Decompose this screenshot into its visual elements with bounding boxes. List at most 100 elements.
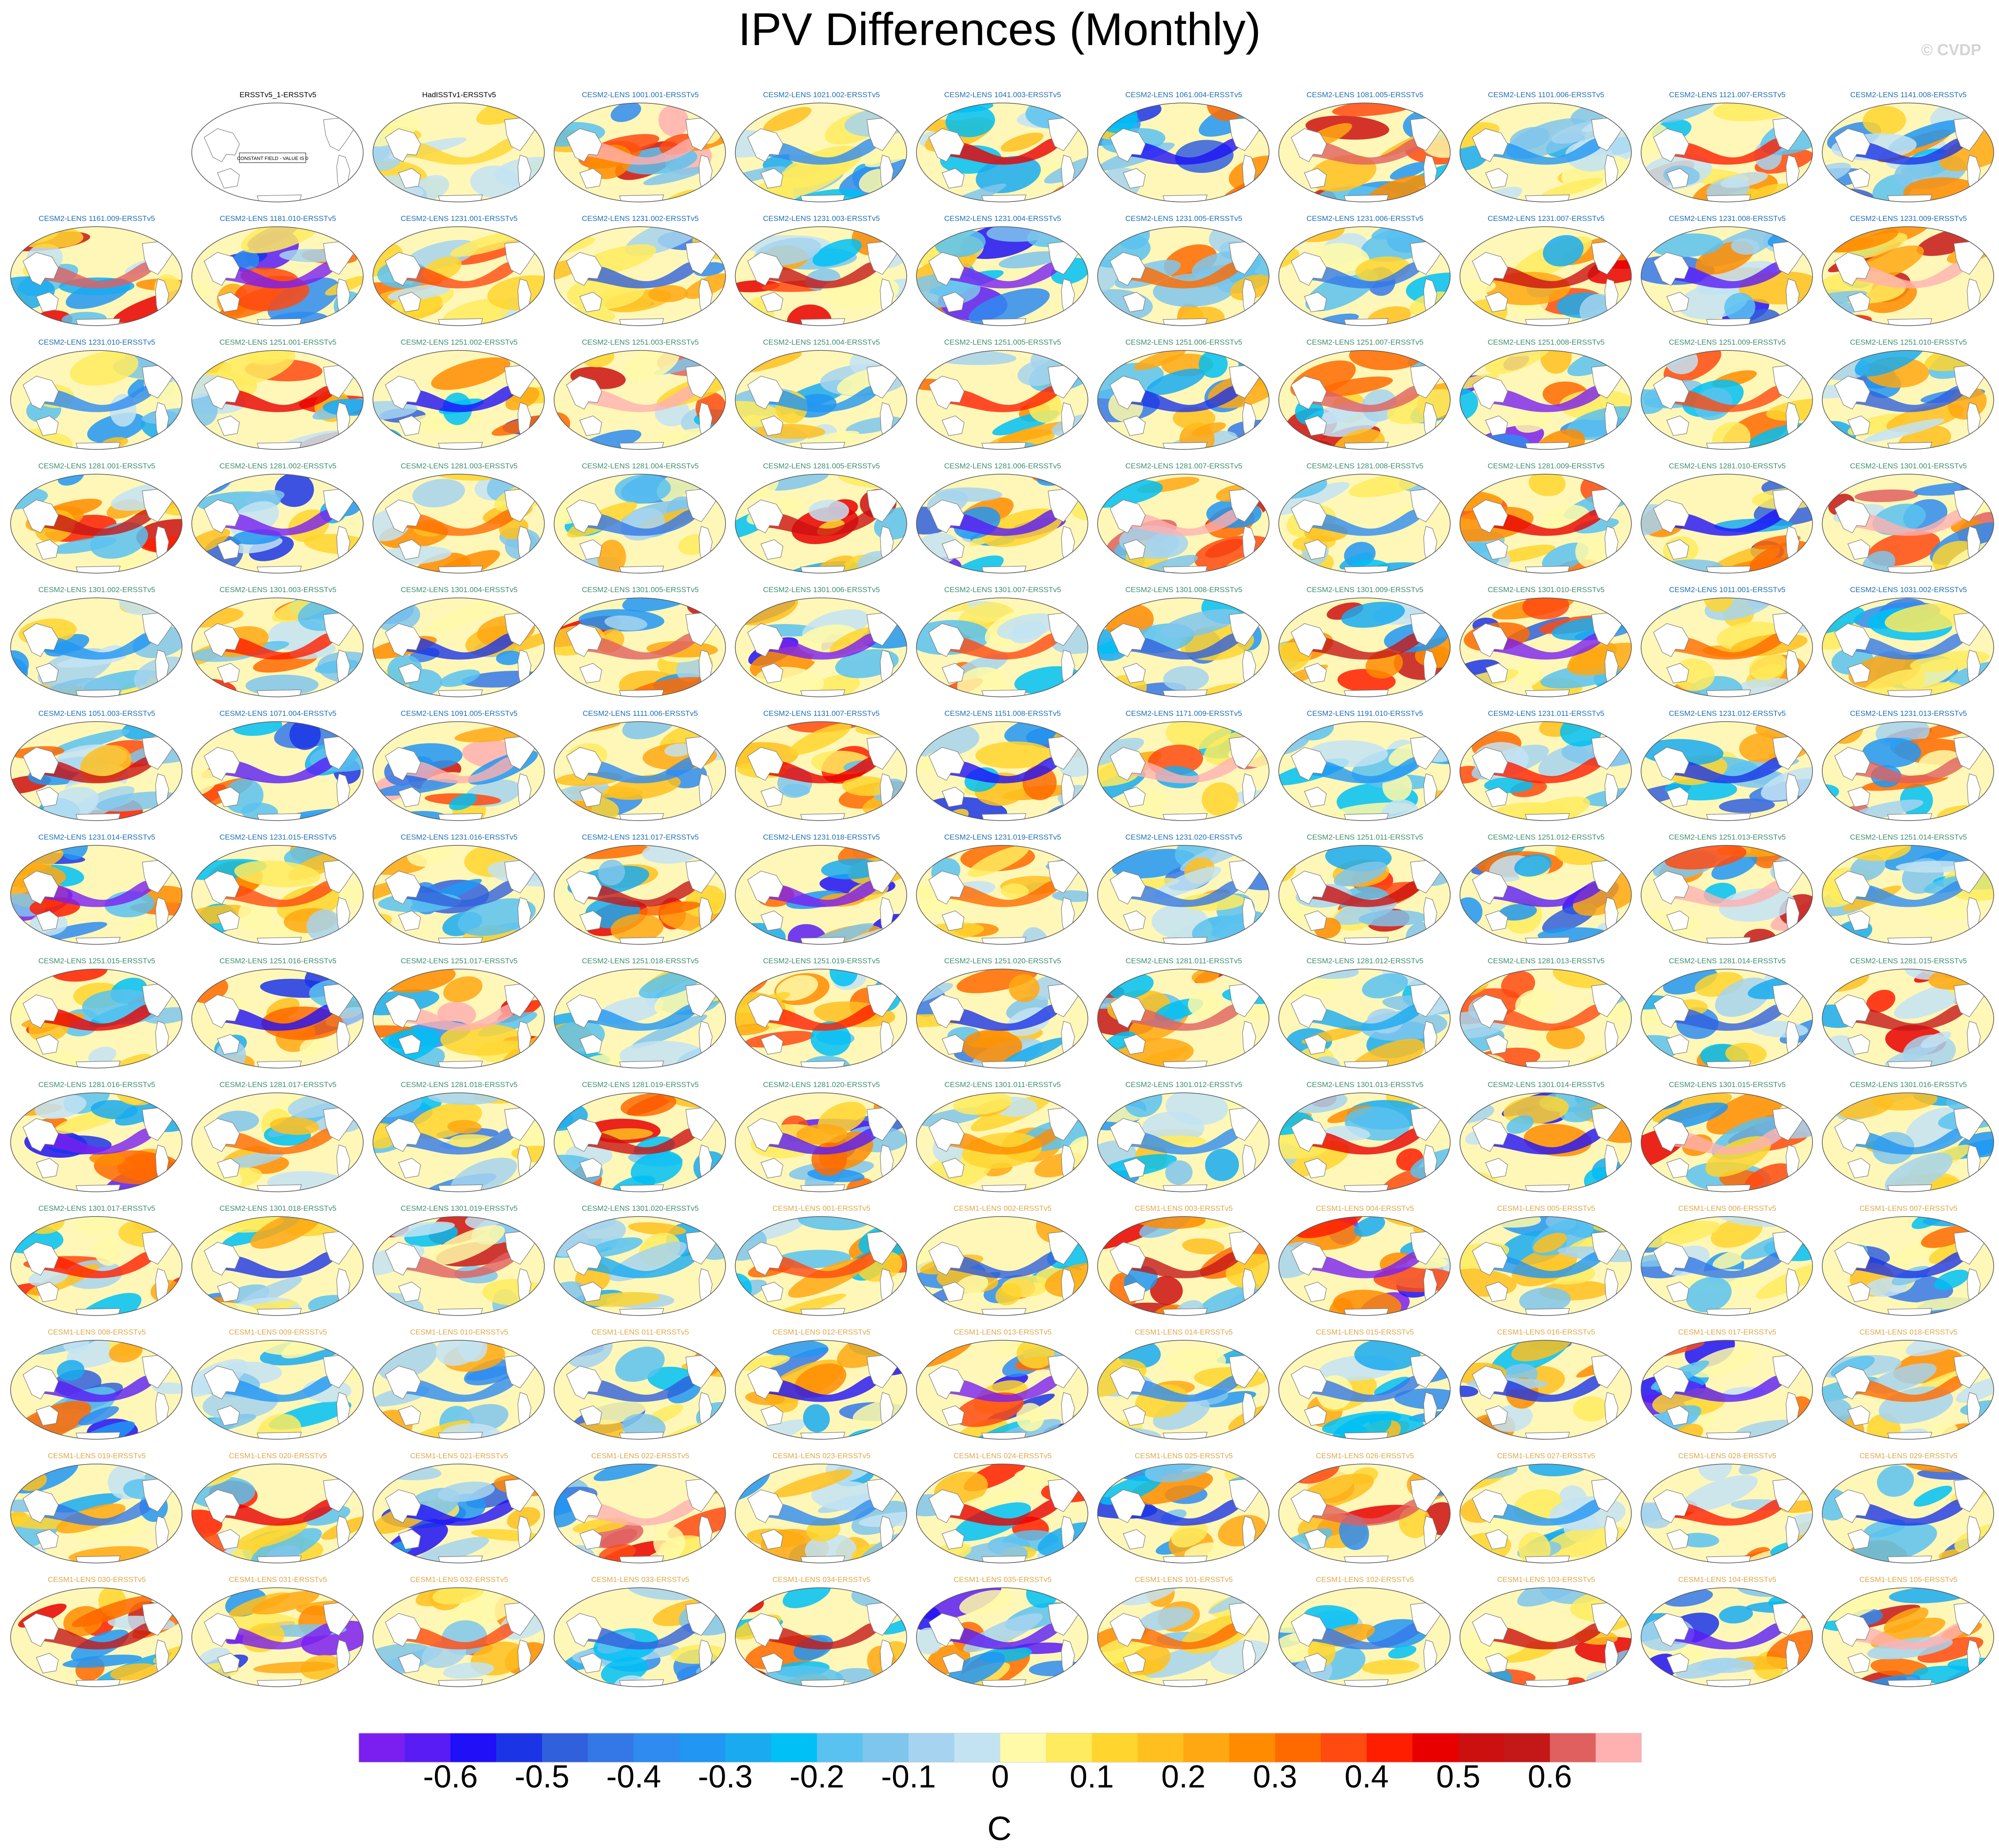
map-panel: CESM1-LENS 009-ERSSTv5 (187, 1328, 369, 1443)
panel-title: CESM2-LENS 1301.008-ERSSTv5 (1125, 586, 1243, 594)
constant-field-note: CONSTANT FIELD - VALUE IS 0 (237, 156, 308, 161)
globe-map (554, 1464, 726, 1563)
globe-map (1641, 721, 1813, 821)
map-panel: CESM1-LENS 013-ERSSTv5 (912, 1328, 1093, 1443)
map-panel: CESM2-LENS 1251.009-ERSSTv5 (1637, 338, 1818, 453)
globe-map (1097, 1587, 1269, 1687)
panel-title: CESM2-LENS 1231.012-ERSSTv5 (1668, 709, 1786, 718)
panel-title: CESM1-LENS 104-ERSSTv5 (1678, 1575, 1777, 1584)
panel-title: CESM2-LENS 1231.018-ERSSTv5 (763, 833, 880, 841)
panel-title: CESM2-LENS 1251.006-ERSSTv5 (1125, 338, 1243, 346)
globe-map (1641, 1587, 1813, 1687)
panel-title: CESM2-LENS 1281.002-ERSSTv5 (219, 462, 337, 470)
map-panel: CESM2-LENS 1281.019-ERSSTv5 (550, 1080, 731, 1195)
map-panel: CESM1-LENS 024-ERSSTv5 (912, 1452, 1093, 1567)
panel-title: CESM1-LENS 103-ERSSTv5 (1497, 1575, 1596, 1584)
colorbar-swatch (817, 1733, 863, 1762)
map-panel: CESM2-LENS 1301.016-ERSSTv5 (1818, 1080, 1999, 1195)
map-panel: CESM2-LENS 1231.001-ERSSTv5 (369, 214, 550, 329)
panel-title: CESM2-LENS 1231.016-ERSSTv5 (400, 833, 518, 841)
globe-map (1459, 845, 1632, 945)
map-panel: CESM2-LENS 1231.005-ERSSTv5 (1093, 214, 1274, 329)
panel-title: CESM1-LENS 024-ERSSTv5 (953, 1452, 1052, 1460)
colorbar-swatch (1596, 1733, 1642, 1762)
panel-title: CESM2-LENS 1231.005-ERSSTv5 (1125, 214, 1243, 223)
colorbar-tick-label: 0 (991, 1759, 1009, 1795)
globe-map (916, 845, 1088, 945)
map-panel: CESM1-LENS 035-ERSSTv5 (912, 1575, 1093, 1690)
globe-map (1641, 1340, 1813, 1440)
map-panel: CESM1-LENS 002-ERSSTv5 (912, 1204, 1093, 1319)
panel-title: CESM2-LENS 1231.006-ERSSTv5 (1306, 214, 1424, 223)
globe-map (1459, 1340, 1632, 1440)
panel-title: CESM2-LENS 1281.018-ERSSTv5 (400, 1080, 518, 1089)
anomaly-field (1822, 1340, 1994, 1439)
panel-title: CESM2-LENS 1301.003-ERSSTv5 (219, 586, 337, 594)
globe-map (191, 845, 364, 945)
globe-map (735, 1340, 907, 1440)
panel-title: CESM2-LENS 1301.012-ERSSTv5 (1125, 1080, 1243, 1089)
panel-title: CESM1-LENS 013-ERSSTv5 (953, 1328, 1052, 1336)
globe-map (1822, 474, 1994, 574)
panel-title: CESM1-LENS 105-ERSSTv5 (1859, 1575, 1958, 1584)
panel-title: CESM1-LENS 020-ERSSTv5 (228, 1452, 327, 1460)
panel-title: CESM2-LENS 1301.015-ERSSTv5 (1668, 1080, 1786, 1089)
panel-title: CESM2-LENS 1301.009-ERSSTv5 (1306, 586, 1424, 594)
map-panel: CESM2-LENS 1041.003-ERSSTv5 (912, 91, 1093, 205)
colorbar-swatch (1229, 1733, 1276, 1762)
map-panel: CESM2-LENS 1161.009-ERSSTv5 (6, 214, 187, 329)
globe-map (735, 845, 907, 945)
panel-title: CESM2-LENS 1231.011-ERSSTv5 (1488, 709, 1604, 718)
panel-title: CESM2-LENS 1281.017-ERSSTv5 (219, 1080, 337, 1089)
panel-title: CESM2-LENS 1251.009-ERSSTv5 (1668, 338, 1786, 346)
panel-title: CESM2-LENS 1031.002-ERSSTv5 (1850, 586, 1967, 594)
map-panel: CESM2-LENS 1281.005-ERSSTv5 (731, 462, 912, 577)
globe-map (191, 1340, 364, 1440)
panel-title: CESM2-LENS 1281.013-ERSSTv5 (1487, 957, 1605, 965)
globe-map (1278, 1587, 1451, 1687)
map-panel: CESM2-LENS 1281.016-ERSSTv5 (6, 1080, 187, 1195)
globe-map (1459, 597, 1632, 697)
globe-map (1822, 845, 1994, 945)
panel-title: CESM2-LENS 1021.002-ERSSTv5 (763, 91, 880, 99)
map-panel: CESM2-LENS 1251.017-ERSSTv5 (369, 957, 550, 1072)
panel-title: CESM2-LENS 1301.014-ERSSTv5 (1487, 1080, 1605, 1089)
globe-map (191, 350, 364, 450)
panel-title: CESM2-LENS 1251.008-ERSSTv5 (1487, 338, 1605, 346)
globe-map (1097, 103, 1269, 202)
watermark: © CVDP (1921, 41, 1981, 59)
globe-map (916, 969, 1088, 1068)
anomaly-field (916, 1217, 1088, 1305)
map-panel: CESM2-LENS 1131.007-ERSSTv5 (731, 709, 912, 824)
globe-map (1459, 1092, 1632, 1192)
panel-title: CESM1-LENS 018-ERSSTv5 (1859, 1328, 1958, 1336)
panel-title: CESM2-LENS 1251.015-ERSSTv5 (38, 957, 156, 965)
panel-title: CESM1-LENS 027-ERSSTv5 (1497, 1452, 1596, 1460)
colorbar-tick-label: -0.1 (881, 1759, 936, 1795)
colorbar-swatch (634, 1733, 680, 1762)
map-panel: CESM1-LENS 105-ERSSTv5 (1818, 1575, 1999, 1690)
colorbar-tick-label: -0.4 (606, 1759, 661, 1795)
map-panel: CESM2-LENS 1251.007-ERSSTv5 (1274, 338, 1456, 453)
colorbar-swatch (1091, 1733, 1138, 1762)
globe-map (735, 350, 907, 450)
map-panel: CESM2-LENS 1251.016-ERSSTv5 (187, 957, 369, 1072)
colorbar-swatch (450, 1733, 497, 1762)
globe-map (1097, 1464, 1269, 1563)
globe-map (372, 1464, 545, 1563)
panel-title: CESM2-LENS 1231.013-ERSSTv5 (1850, 709, 1967, 718)
map-panel: CESM2-LENS 1181.010-ERSSTv5 (187, 214, 369, 329)
map-panel: CESM2-LENS 1301.013-ERSSTv5 (1274, 1080, 1456, 1195)
map-panel: CESM2-LENS 1301.015-ERSSTv5 (1637, 1080, 1818, 1195)
globe-map (1097, 1092, 1269, 1192)
panel-title: CESM2-LENS 1301.018-ERSSTv5 (219, 1204, 337, 1213)
globe-map (735, 969, 907, 1068)
panel-title: CESM2-LENS 1281.007-ERSSTv5 (1125, 462, 1243, 470)
globe-map (1822, 226, 1994, 326)
panel-title: CESM2-LENS 1171.009-ERSSTv5 (1125, 709, 1242, 718)
map-panel: CESM2-LENS 1301.017-ERSSTv5 (6, 1204, 187, 1319)
globe-map (10, 350, 182, 450)
page-title: IPV Differences (Monthly) (738, 4, 1261, 55)
map-panel: CESM2-LENS 1251.001-ERSSTv5 (187, 338, 369, 453)
map-panel: CESM2-LENS 1231.013-ERSSTv5 (1818, 709, 1999, 824)
